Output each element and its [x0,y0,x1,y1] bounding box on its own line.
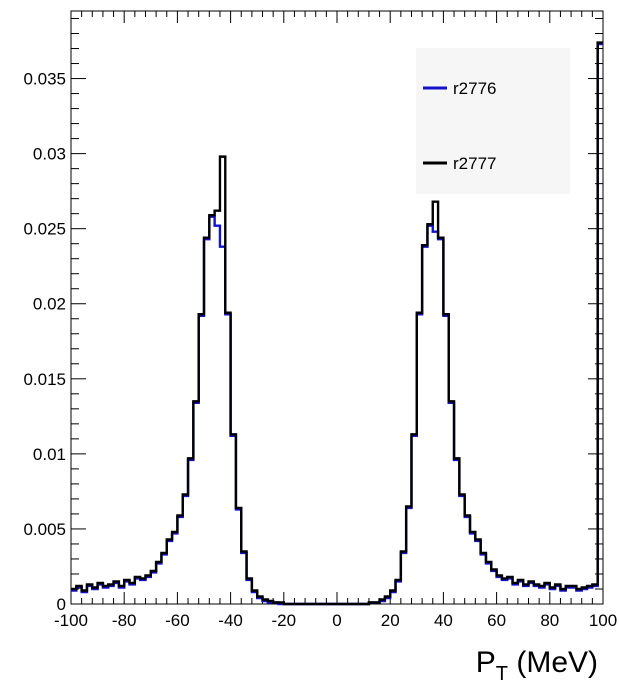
x-tick-label: -80 [112,611,137,630]
x-tick-label: -40 [218,611,243,630]
x-tick-label: -100 [54,611,88,630]
x-axis-title-unit: (MeV) [508,646,598,679]
y-tick-label: 0.015 [23,370,66,389]
legend-label-r2777: r2777 [453,154,496,173]
y-tick-label: 0.035 [23,70,66,89]
y-tick-labels: 0 0.005 0.01 0.015 0.02 0.025 0.03 0.035 [23,70,66,614]
legend-label-r2776: r2776 [453,79,496,98]
x-tick-label: 40 [434,611,453,630]
y-tick-label: 0.02 [33,295,66,314]
x-tick-label: 100 [589,611,617,630]
y-tick-label: 0.01 [33,445,66,464]
x-tick-labels: -100 -80 -60 -40 -20 0 20 40 60 80 100 [54,611,617,630]
x-axis-title-subscript: T [496,663,508,683]
legend-box [416,48,570,194]
x-tick-label: -60 [165,611,190,630]
x-tick-label: 60 [487,611,506,630]
y-tick-label: 0.005 [23,520,66,539]
axis-ticks [70,11,604,605]
x-axis-title-main: P [476,646,496,679]
x-tick-label: 0 [332,611,341,630]
legend: r2776 r2777 [416,48,570,194]
x-tick-label: 20 [381,611,400,630]
x-tick-label: 80 [540,611,559,630]
series-r2777 [71,41,603,606]
series-layer [71,41,603,606]
x-axis-title: PT (MeV) [476,646,598,683]
y-tick-label: 0.03 [33,145,66,164]
y-tick-label: 0.025 [23,220,66,239]
x-tick-label: -20 [272,611,297,630]
y-tick-label: 0 [57,595,66,614]
